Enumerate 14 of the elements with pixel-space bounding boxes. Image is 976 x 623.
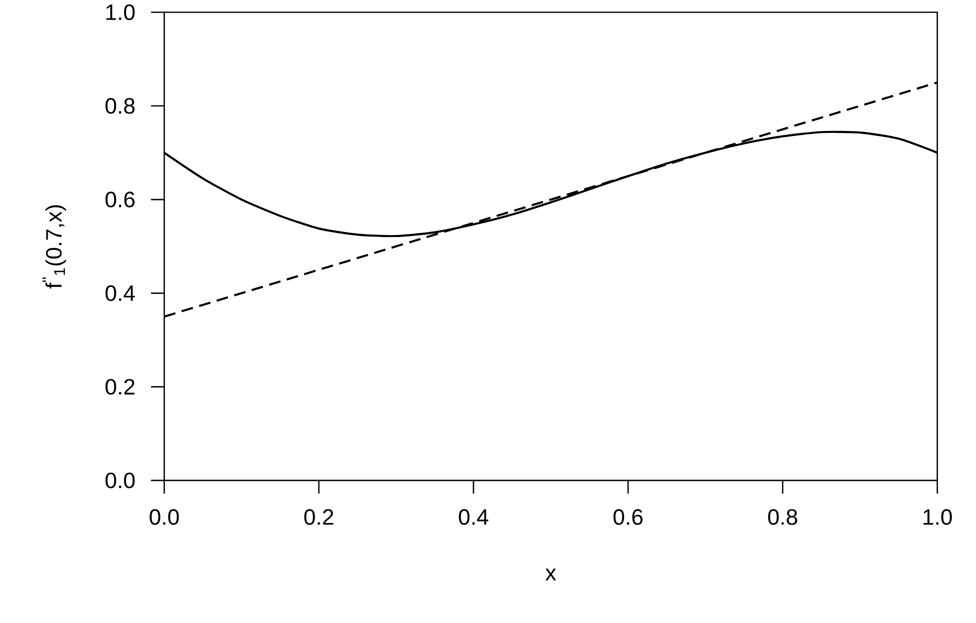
y-tick-label: 0.4 [106,285,135,302]
x-tick-label: 0.8 [768,509,798,525]
y-tick-label: 0.2 [106,378,134,395]
y-axis-title: f$^{''}$$_{1}$(0.7,x) [42,205,66,289]
y-tick-label: 1.0 [106,4,135,20]
x-tick-label: 0.2 [304,509,334,525]
x-tick-label: 0.6 [614,509,643,525]
x-tick-label: 1.0 [924,509,952,525]
y-tick-label: 0.6 [106,192,135,208]
y-tick-label: 0.0 [106,472,135,488]
x-tick-label: 0.0 [150,509,179,525]
y-tick-label: 0.8 [106,98,135,114]
x-tick-label: 0.4 [458,509,488,525]
x-axis-title: x [545,568,556,580]
